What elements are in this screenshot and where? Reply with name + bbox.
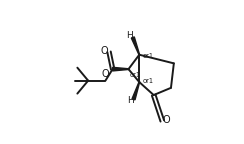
Text: O: O: [102, 69, 110, 79]
Text: O: O: [162, 114, 170, 125]
Polygon shape: [113, 67, 129, 71]
Text: O: O: [101, 46, 108, 56]
Text: H: H: [127, 96, 134, 105]
Text: or1: or1: [142, 78, 153, 84]
Polygon shape: [132, 82, 140, 100]
Text: or1: or1: [142, 53, 153, 59]
Text: H: H: [127, 32, 133, 40]
Polygon shape: [131, 37, 140, 55]
Text: or1: or1: [129, 72, 140, 78]
